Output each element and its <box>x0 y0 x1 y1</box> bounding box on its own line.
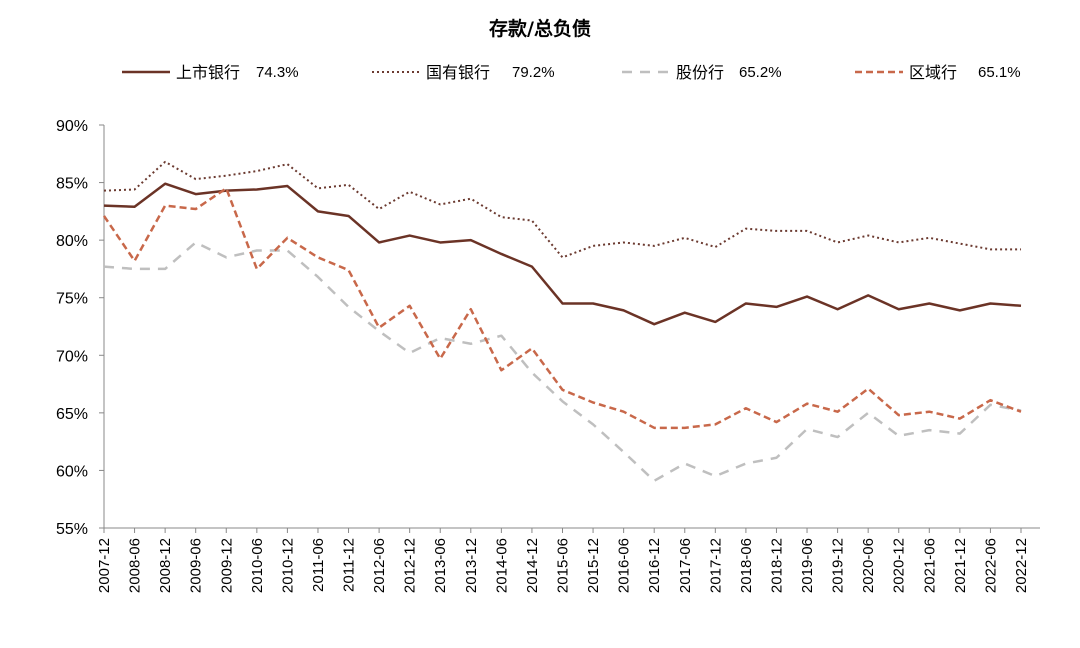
x-tick-label: 2022-06 <box>982 538 999 593</box>
x-tick-label: 2012-06 <box>371 538 388 593</box>
legend-label: 上市银行 <box>176 64 240 82</box>
series-line-2 <box>103 241 1022 483</box>
x-tick-label: 2011-06 <box>310 538 327 592</box>
x-tick-label: 2018-06 <box>738 538 755 593</box>
x-tick-label: 2013-06 <box>432 538 449 593</box>
y-tick-label: 65% <box>56 406 88 423</box>
y-tick-label: 85% <box>56 176 88 193</box>
x-tick-label: 2007-12 <box>96 538 113 593</box>
x-tick-label: 2017-06 <box>677 538 694 593</box>
y-tick-label: 70% <box>56 348 88 365</box>
y-tick-label: 75% <box>56 291 88 308</box>
x-tick-label: 2019-12 <box>830 538 847 593</box>
x-tick-label: 2020-06 <box>860 538 877 593</box>
x-tick-label: 2021-06 <box>921 538 938 593</box>
legend-value: 65.2% <box>739 64 782 81</box>
legend-label: 国有银行 <box>426 64 490 82</box>
x-tick-label: 2012-12 <box>402 538 419 593</box>
x-tick-label: 2019-06 <box>799 538 816 593</box>
legend-value: 79.2% <box>512 64 555 81</box>
series-line-1 <box>103 160 1021 259</box>
x-tick-label: 2008-06 <box>127 538 144 593</box>
legend-value: 65.1% <box>978 64 1021 81</box>
x-tick-label: 2015-12 <box>585 538 602 593</box>
x-tick-label: 2018-12 <box>768 538 785 593</box>
x-tick-label: 2008-12 <box>157 538 174 593</box>
x-tick-label: 2010-12 <box>279 538 296 593</box>
x-tick-label: 2020-12 <box>891 538 908 593</box>
x-tick-label: 2017-12 <box>707 538 724 593</box>
x-tick-label: 2014-12 <box>524 538 541 593</box>
legend-value: 74.3% <box>256 64 299 81</box>
x-tick-label: 2009-12 <box>218 538 235 593</box>
x-tick-label: 2016-12 <box>646 538 663 593</box>
x-tick-label: 2015-06 <box>555 538 572 593</box>
chart-title: 存款/总负债 <box>489 18 591 40</box>
legend-label: 区域行 <box>909 64 957 82</box>
x-tick-label: 2021-12 <box>952 538 969 593</box>
x-tick-label: 2016-06 <box>616 538 633 593</box>
series-line-3 <box>102 187 1022 430</box>
x-tick-label: 2022-12 <box>1013 538 1030 593</box>
y-tick-label: 90% <box>56 118 88 135</box>
x-tick-label: 2010-06 <box>249 538 266 593</box>
x-tick-label: 2009-06 <box>188 538 205 593</box>
y-tick-label: 60% <box>56 463 88 480</box>
x-tick-label: 2011-12 <box>341 538 358 592</box>
x-tick-label: 2013-12 <box>463 538 480 593</box>
x-tick-label: 2014-06 <box>493 538 510 593</box>
legend-label: 股份行 <box>676 64 724 82</box>
y-tick-label: 55% <box>56 521 88 538</box>
y-tick-label: 80% <box>56 233 88 250</box>
